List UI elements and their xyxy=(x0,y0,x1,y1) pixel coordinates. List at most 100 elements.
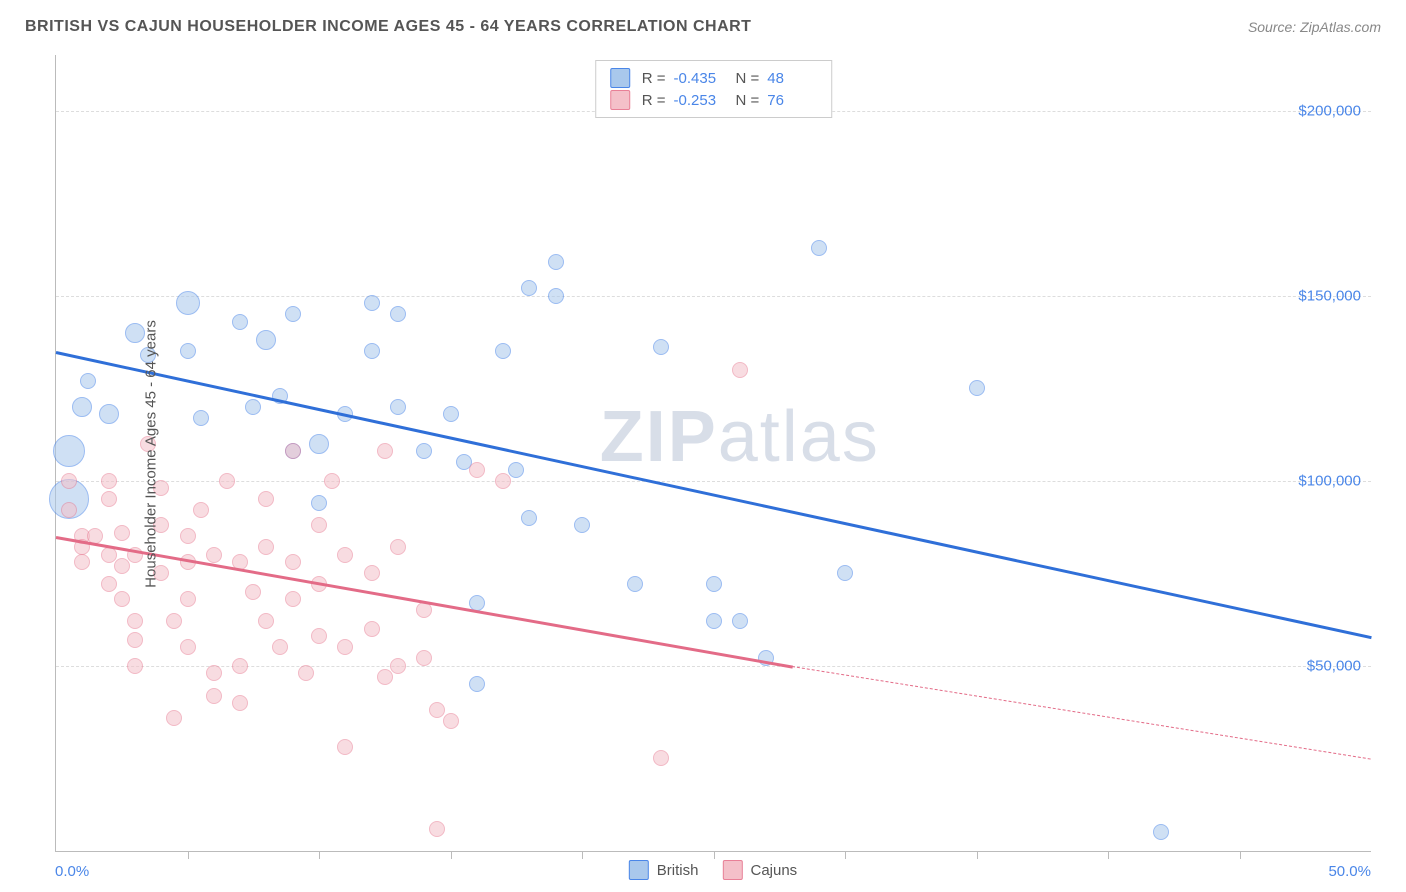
watermark-light: atlas xyxy=(718,397,880,477)
scatter-point xyxy=(495,343,511,359)
x-tick xyxy=(188,851,189,859)
watermark: ZIPatlas xyxy=(600,396,880,478)
gridline xyxy=(56,296,1371,297)
scatter-point xyxy=(219,473,235,489)
scatter-point xyxy=(469,462,485,478)
scatter-point xyxy=(416,443,432,459)
scatter-point xyxy=(311,517,327,533)
scatter-point xyxy=(364,343,380,359)
scatter-point xyxy=(285,554,301,570)
scatter-point xyxy=(114,591,130,607)
chart-source: Source: ZipAtlas.com xyxy=(1248,19,1381,35)
scatter-point xyxy=(390,539,406,555)
scatter-point xyxy=(114,558,130,574)
scatter-point xyxy=(285,591,301,607)
stats-box: R =-0.435N =48R =-0.253N =76 xyxy=(595,60,833,118)
scatter-point xyxy=(811,240,827,256)
legend-swatch xyxy=(722,860,742,880)
scatter-point xyxy=(258,491,274,507)
scatter-point xyxy=(166,613,182,629)
scatter-point xyxy=(245,399,261,415)
scatter-point xyxy=(272,639,288,655)
scatter-point xyxy=(232,658,248,674)
scatter-point xyxy=(390,399,406,415)
scatter-point xyxy=(416,650,432,666)
scatter-point xyxy=(337,739,353,755)
scatter-point xyxy=(206,688,222,704)
scatter-point xyxy=(309,434,329,454)
stat-r-label: R = xyxy=(642,70,666,87)
scatter-point xyxy=(574,517,590,533)
scatter-point xyxy=(180,343,196,359)
x-tick xyxy=(977,851,978,859)
scatter-point xyxy=(232,314,248,330)
scatter-point xyxy=(180,528,196,544)
scatter-point xyxy=(258,613,274,629)
scatter-point xyxy=(298,665,314,681)
plot-area: ZIPatlas $50,000 $100,000 $150,000 $200,000… xyxy=(55,55,1371,852)
y-axis-label: Householder Income Ages 45 - 64 years xyxy=(142,320,159,588)
x-tick xyxy=(714,851,715,859)
scatter-point xyxy=(324,473,340,489)
scatter-point xyxy=(101,491,117,507)
y-tick-label: $50,000 xyxy=(1307,657,1361,674)
scatter-point xyxy=(653,339,669,355)
scatter-point xyxy=(469,676,485,692)
trendline-dashed xyxy=(792,666,1371,760)
scatter-point xyxy=(114,525,130,541)
scatter-point xyxy=(364,565,380,581)
y-tick-label: $200,000 xyxy=(1298,102,1361,119)
scatter-point xyxy=(429,821,445,837)
scatter-point xyxy=(193,410,209,426)
scatter-point xyxy=(627,576,643,592)
scatter-point xyxy=(285,443,301,459)
scatter-point xyxy=(837,565,853,581)
scatter-point xyxy=(206,665,222,681)
legend-label: Cajuns xyxy=(750,862,797,879)
scatter-point xyxy=(521,280,537,296)
scatter-point xyxy=(72,397,92,417)
scatter-point xyxy=(495,473,511,489)
stat-n-label: N = xyxy=(736,92,760,109)
scatter-point xyxy=(53,435,85,467)
scatter-point xyxy=(390,658,406,674)
scatter-point xyxy=(61,502,77,518)
trendline xyxy=(56,536,793,669)
x-axis-min-label: 0.0% xyxy=(55,863,89,880)
legend-label: British xyxy=(657,862,699,879)
scatter-point xyxy=(443,406,459,422)
x-axis-max-label: 50.0% xyxy=(1328,863,1371,880)
scatter-point xyxy=(101,473,117,489)
scatter-point xyxy=(337,639,353,655)
scatter-point xyxy=(548,254,564,270)
scatter-point xyxy=(508,462,524,478)
stat-r-value: -0.253 xyxy=(674,92,724,109)
stats-row: R =-0.435N =48 xyxy=(610,67,818,89)
y-tick-label: $150,000 xyxy=(1298,287,1361,304)
scatter-point xyxy=(706,613,722,629)
scatter-point xyxy=(232,695,248,711)
y-tick-label: $100,000 xyxy=(1298,472,1361,489)
scatter-point xyxy=(127,613,143,629)
gridline xyxy=(56,481,1371,482)
scatter-point xyxy=(732,613,748,629)
scatter-point xyxy=(364,621,380,637)
stats-row: R =-0.253N =76 xyxy=(610,89,818,111)
gridline xyxy=(56,666,1371,667)
scatter-point xyxy=(377,669,393,685)
scatter-point xyxy=(166,710,182,726)
scatter-point xyxy=(969,380,985,396)
legend-swatch xyxy=(610,68,630,88)
scatter-point xyxy=(521,510,537,526)
scatter-point xyxy=(258,539,274,555)
watermark-bold: ZIP xyxy=(600,397,718,477)
chart-title: BRITISH VS CAJUN HOUSEHOLDER INCOME AGES… xyxy=(25,18,751,36)
stat-n-label: N = xyxy=(736,70,760,87)
scatter-point xyxy=(706,576,722,592)
legend-item: British xyxy=(629,860,699,880)
stat-r-label: R = xyxy=(642,92,666,109)
scatter-point xyxy=(101,576,117,592)
bottom-legend: British Cajuns xyxy=(629,860,797,880)
legend-swatch xyxy=(610,90,630,110)
scatter-point xyxy=(732,362,748,378)
